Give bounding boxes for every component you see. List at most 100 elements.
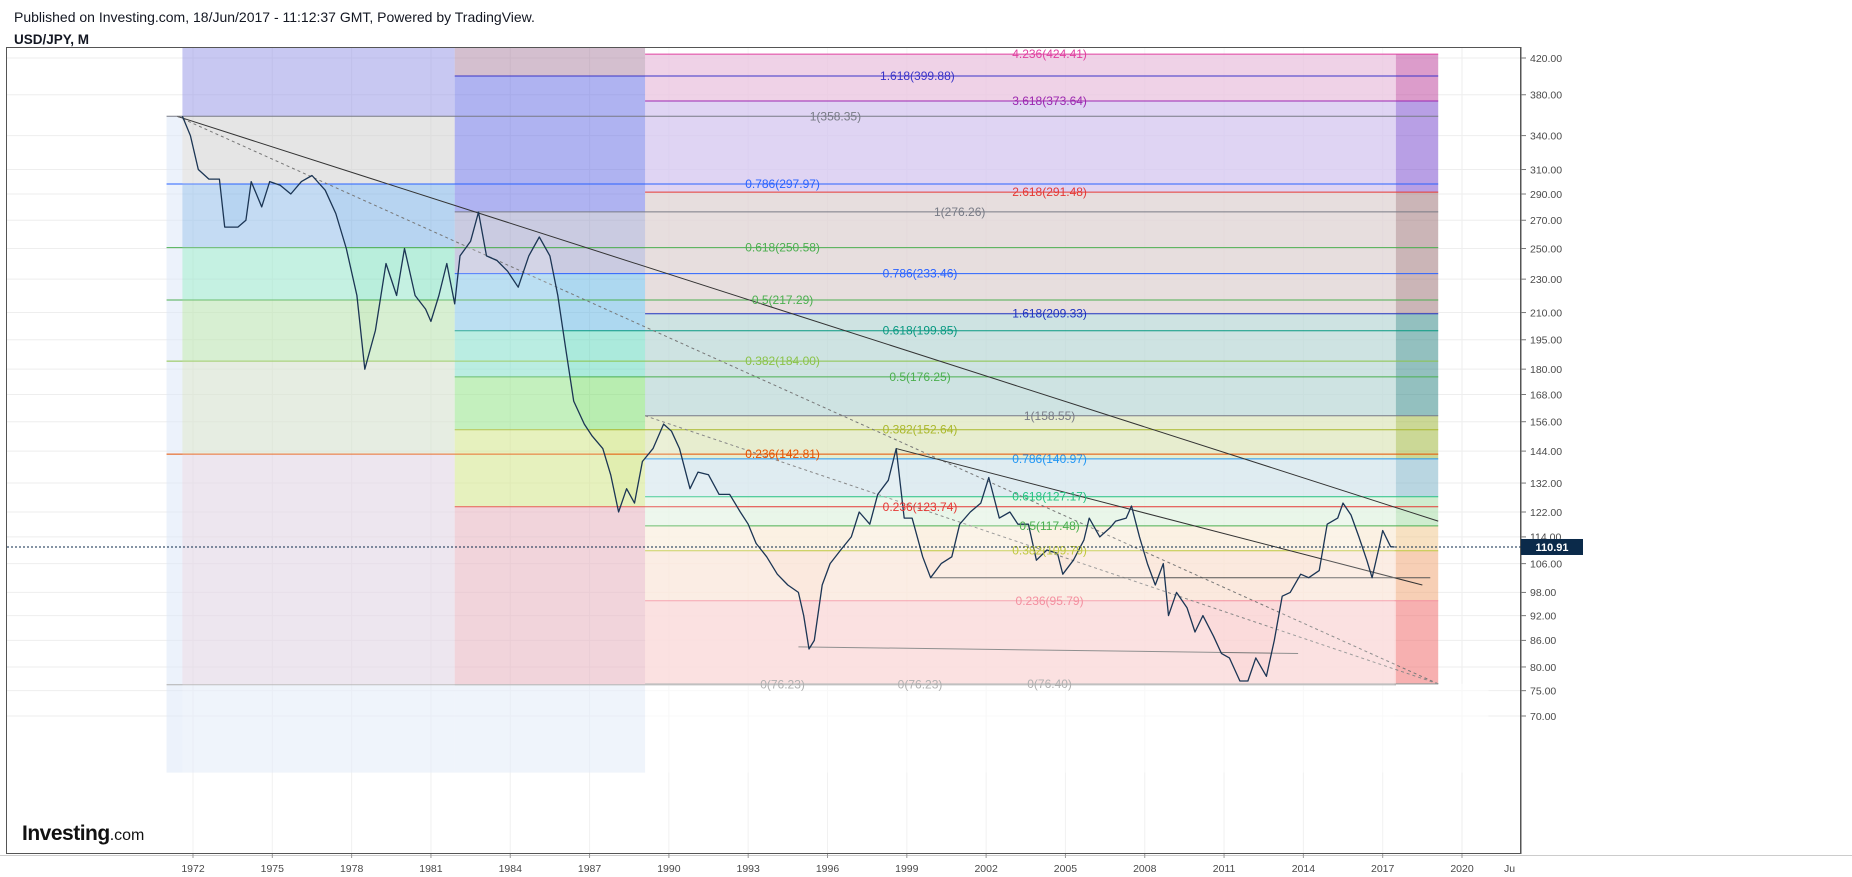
fib-zone (182, 184, 455, 248)
x-tick-label: 2020 (1450, 863, 1474, 875)
investing-logo: Investing.com (22, 822, 144, 846)
y-tick-label: 250.00 (1530, 243, 1562, 255)
y-tick-label: 195.00 (1530, 335, 1562, 347)
fib-zone (182, 684, 455, 773)
fib-zone (454, 211, 646, 274)
fib-level-label: 0.5(117.48) (1019, 519, 1080, 533)
fib-level-label: 1(158.55) (1024, 409, 1075, 423)
fib-zone (182, 300, 455, 362)
fib-level-label: 0.786(140.97) (1012, 452, 1087, 466)
y-tick-label: 122.00 (1530, 507, 1562, 519)
fib-level-label: 0.382(109.79) (1012, 544, 1087, 558)
x-tick-label: 1984 (499, 863, 523, 875)
x-tick-label: 1993 (737, 863, 761, 875)
y-tick-label: 144.00 (1530, 446, 1562, 458)
y-tick-label: 310.00 (1530, 164, 1562, 176)
fib-level-label: 4.236(424.41) (1012, 47, 1087, 61)
price-series (181, 115, 1395, 853)
fib-zone (182, 116, 455, 185)
x-tick-label: 2008 (1133, 863, 1157, 875)
fib-zone (454, 273, 646, 331)
last-price-badge (1521, 538, 1583, 555)
fib-zone (454, 330, 646, 377)
fib-zone (454, 376, 646, 430)
logo-suffix: .com (109, 827, 145, 844)
fib-level-label: 1.618(399.88) (880, 69, 955, 83)
fib-level-labels: 4.236(424.41) 1.618(399.88) 3.618(373.64) 1… (745, 47, 1087, 692)
y-tick-label: 168.00 (1530, 389, 1562, 401)
x-tick-label: 1975 (261, 863, 285, 875)
trendlines (176, 115, 1439, 685)
fib-levels (166, 53, 1439, 686)
fib-level-label: 0.786(233.46) (883, 267, 958, 281)
fib-zone (454, 684, 646, 773)
y-tick-label: 92.00 (1530, 610, 1556, 622)
fib-level-label: 0(76.40) (1027, 677, 1072, 691)
price-line (181, 115, 1395, 682)
fib-level-label: 0.618(199.85) (883, 324, 958, 338)
x-tick-label: 1987 (578, 863, 602, 875)
y-tick-label: 86.00 (1530, 635, 1556, 647)
fib-level-label: 0(76.23) (898, 678, 943, 692)
y-tick-label: 106.00 (1530, 558, 1562, 570)
x-tick-label: 1996 (816, 863, 840, 875)
x-tick-label: 1990 (657, 863, 681, 875)
y-tick-label: 290.00 (1530, 189, 1562, 201)
fib-zones (166, 48, 1489, 773)
y-tick-label: 98.00 (1530, 587, 1556, 599)
published-caption: Published on Investing.com, 18/Jun/2017 … (14, 9, 535, 25)
y-tick-label: 75.00 (1530, 685, 1556, 697)
fib-level-label: 3.618(373.64) (1012, 94, 1087, 108)
y-tick-label: 156.00 (1530, 417, 1562, 429)
y-tick-label: 70.00 (1530, 711, 1556, 723)
fib-zone (182, 454, 455, 685)
logo-name: Investing (22, 822, 110, 845)
fib-zone (454, 506, 646, 685)
y-tick-label: 210.00 (1530, 307, 1562, 319)
fib-zone (182, 48, 455, 117)
y-tick-label: 420.00 (1530, 53, 1562, 65)
y-axis-ticks: 420.00 380.00 340.00 310.00 290.00 270.00 250.… (1521, 53, 1562, 723)
fib-zone (454, 48, 646, 77)
fib-level-label: 0(76.23) (760, 678, 805, 692)
y-tick-label: 180.00 (1530, 364, 1562, 376)
x-axis-ticks: 1972 1975 1978 1981 1984 1987 1990 1993 1996 1999… (181, 854, 1515, 875)
fib-zone (1395, 683, 1489, 773)
price-area (182, 116, 1395, 853)
fib-level-label: 1(358.35) (810, 109, 861, 123)
x-tick-label: 2017 (1371, 863, 1395, 875)
x-tick-label: 1978 (340, 863, 364, 875)
trendline (644, 415, 1439, 685)
fib-zone (166, 116, 183, 773)
y-tick-label: 380.00 (1530, 90, 1562, 102)
last-price-marker: 110.91 (7, 538, 1583, 555)
fib-zone (645, 48, 1396, 773)
fib-level-label: 0.5(217.29) (752, 293, 813, 307)
fib-level-label: 0.382(184.00) (745, 354, 820, 368)
trendline (176, 115, 1439, 522)
fib-level-label: 0.618(250.58) (745, 241, 820, 255)
y-tick-label: 230.00 (1530, 274, 1562, 286)
fib-level-label: 0.618(127.17) (1012, 490, 1087, 504)
fib-level-label: 0.236(95.79) (1016, 594, 1084, 608)
y-tick-label: 270.00 (1530, 215, 1562, 227)
x-tick-label: 1981 (419, 863, 443, 875)
fib-zone (182, 361, 455, 455)
x-tick-label: 2014 (1292, 863, 1316, 875)
y-tick-label: 340.00 (1530, 130, 1562, 142)
fib-level-label: 0.236(123.74) (883, 500, 958, 514)
x-tick-label-cutoff: Ju (1504, 863, 1515, 875)
fib-zone (454, 429, 646, 507)
fib-zone (454, 76, 646, 212)
fib-level-label: 0.382(152.64) (883, 423, 958, 437)
last-price-label: 110.91 (1535, 542, 1568, 554)
fib-level-label: 2.618(291.48) (1012, 185, 1087, 199)
trendline (798, 646, 1299, 654)
fib-zone (182, 247, 455, 301)
x-tick-label: 1972 (181, 863, 205, 875)
fib-level-label: 0.786(297.97) (745, 177, 820, 191)
y-tick-label: 80.00 (1530, 662, 1556, 674)
y-tick-label: 132.00 (1530, 478, 1562, 490)
trendline (176, 115, 1439, 685)
